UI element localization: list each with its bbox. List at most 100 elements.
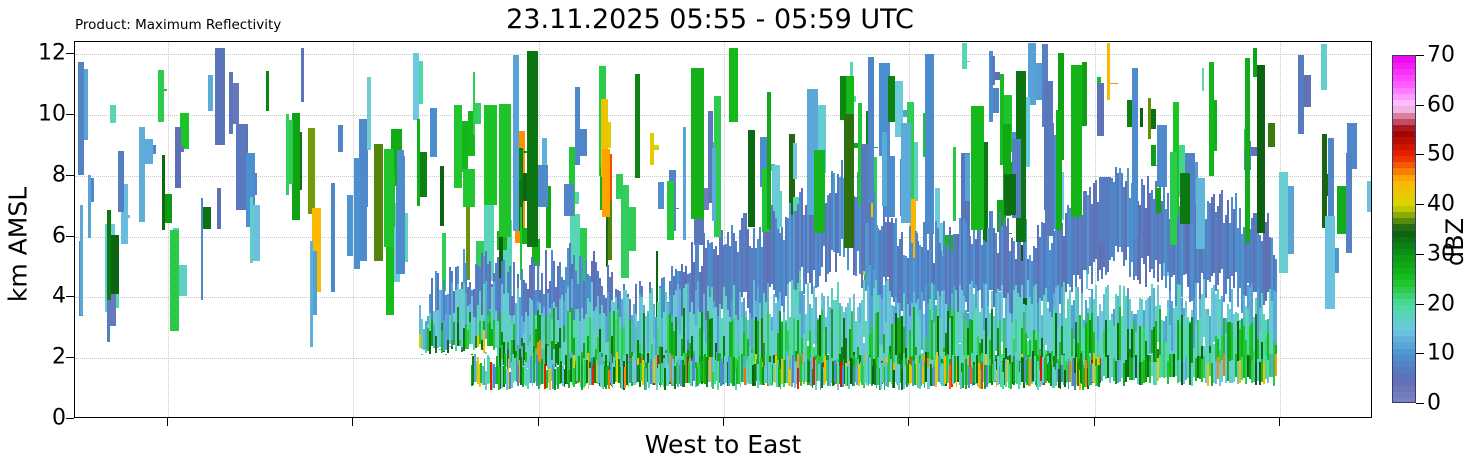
reflectivity-column: [1100, 358, 1103, 382]
reflectivity-column: [1162, 184, 1165, 264]
reflectivity-column: [645, 368, 647, 390]
reflectivity-column: [1067, 359, 1070, 390]
reflectivity-column: [698, 362, 700, 384]
reflectivity-column: [1110, 315, 1113, 378]
reflectivity-column: [634, 327, 637, 383]
reflectivity-column: [784, 321, 787, 384]
reflectivity-column: [896, 364, 899, 384]
reflectivity-column: [1248, 229, 1251, 309]
colorbar-segment: [1393, 205, 1415, 212]
reflectivity-column: [466, 330, 469, 349]
reflectivity-column: [611, 367, 614, 388]
reflectivity-column: [1220, 334, 1223, 383]
reflectivity-column: [1066, 204, 1069, 284]
reflectivity-column: [1106, 355, 1109, 379]
reflectivity-column: [229, 72, 233, 134]
reflectivity-column: [539, 363, 542, 386]
reflectivity-column: [1156, 358, 1159, 381]
reflectivity-column: [444, 354, 447, 356]
reflectivity-column: [622, 326, 625, 378]
reflectivity-column: [1126, 354, 1129, 378]
reflectivity-column: [1114, 293, 1117, 352]
reflectivity-column: [982, 240, 985, 320]
reflectivity-column: [952, 310, 955, 384]
reflectivity-column: [484, 352, 487, 354]
colorbar-segment: [1393, 242, 1415, 250]
reflectivity-column: [1062, 327, 1065, 377]
reflectivity-column: [1058, 53, 1065, 161]
gridline-vertical: [353, 42, 355, 417]
colorbar-segment: [1393, 211, 1415, 219]
reflectivity-column: [877, 356, 879, 385]
reflectivity-column: [462, 120, 468, 173]
reflectivity-column: [952, 234, 955, 314]
reflectivity-column: [576, 353, 579, 382]
reflectivity-column: [1044, 235, 1047, 315]
reflectivity-column: [1194, 324, 1197, 381]
reflectivity-column: [722, 287, 725, 346]
reflectivity-column: [450, 282, 453, 341]
reflectivity-column: [1043, 358, 1046, 383]
reflectivity-column: [575, 87, 580, 165]
reflectivity-column: [557, 366, 559, 389]
reflectivity-column: [1050, 364, 1052, 386]
reflectivity-column: [1242, 355, 1245, 379]
reflectivity-field: [75, 42, 1371, 417]
reflectivity-column: [984, 317, 987, 377]
reflectivity-column: [629, 207, 637, 251]
reflectivity-column: [1230, 289, 1233, 348]
reflectivity-column: [1260, 358, 1263, 382]
reflectivity-column: [700, 312, 703, 385]
colorbar-segment: [1393, 136, 1415, 144]
reflectivity-column: [383, 148, 394, 247]
reflectivity-column: [800, 290, 803, 349]
reflectivity-column: [1256, 231, 1259, 311]
reflectivity-column: [1118, 306, 1121, 383]
reflectivity-column: [494, 263, 497, 343]
reflectivity-column: [153, 145, 157, 155]
reflectivity-column: [1270, 354, 1273, 378]
reflectivity-column: [955, 362, 958, 387]
reflectivity-column: [429, 108, 438, 158]
colorbar-segment: [1393, 230, 1415, 237]
reflectivity-column: [958, 218, 961, 298]
reflectivity-column: [1174, 232, 1177, 312]
reflectivity-column: [872, 288, 875, 346]
reflectivity-column: [1186, 355, 1189, 379]
reflectivity-column: [874, 280, 877, 338]
reflectivity-column: [1140, 108, 1144, 127]
reflectivity-column: [754, 317, 757, 378]
reflectivity-column: [1208, 315, 1211, 374]
reflectivity-column: [574, 317, 577, 385]
reflectivity-column: [838, 353, 841, 377]
reflectivity-column: [925, 53, 934, 235]
reflectivity-column: [990, 56, 996, 85]
reflectivity-column: [1256, 64, 1266, 234]
reflectivity-column: [1184, 195, 1187, 275]
colorbar-segment: [1393, 99, 1415, 107]
colorbar-segment: [1393, 323, 1415, 331]
colorbar-segment: [1393, 317, 1415, 324]
reflectivity-column: [1106, 42, 1111, 101]
reflectivity-column: [618, 316, 621, 376]
reflectivity-column: [516, 348, 519, 372]
reflectivity-column: [1214, 336, 1217, 384]
reflectivity-column: [1188, 361, 1191, 385]
reflectivity-column: [797, 368, 799, 389]
reflectivity-column: [1345, 153, 1352, 254]
colorbar-tick-label: 70: [1427, 42, 1455, 68]
reflectivity-column: [1110, 178, 1113, 258]
reflectivity-column: [814, 359, 817, 390]
reflectivity-column: [843, 354, 846, 384]
reflectivity-column: [866, 197, 869, 277]
reflectivity-column: [690, 362, 692, 386]
colorbar-segment: [1393, 68, 1415, 76]
reflectivity-column: [1102, 330, 1105, 377]
reflectivity-column: [526, 51, 538, 247]
reflectivity-column: [610, 354, 612, 383]
reflectivity-column: [536, 309, 539, 366]
reflectivity-column: [707, 110, 714, 203]
reflectivity-column: [524, 312, 527, 370]
reflectivity-column: [704, 353, 707, 384]
reflectivity-column: [974, 358, 977, 384]
